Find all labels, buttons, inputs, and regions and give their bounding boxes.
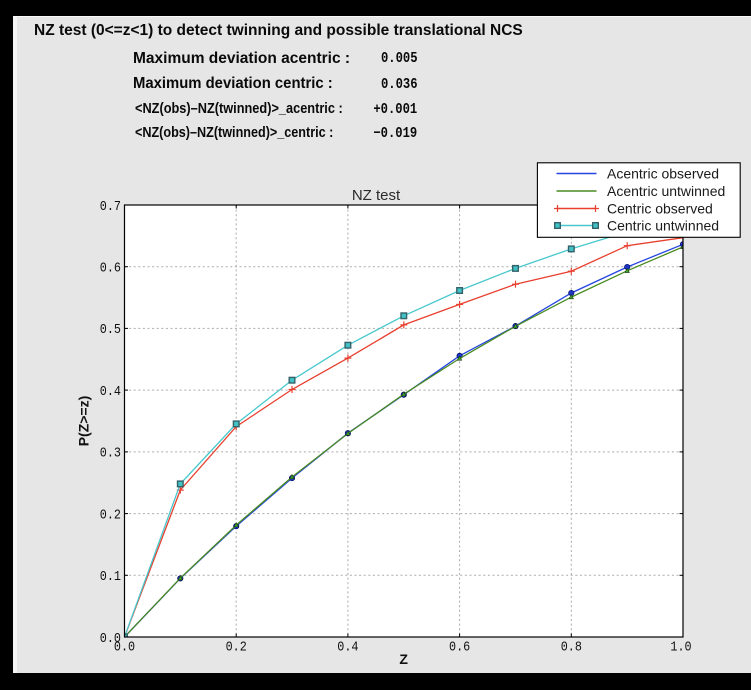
- svg-text:0.7: 0.7: [100, 199, 121, 215]
- svg-text:Centric untwinned: Centric untwinned: [607, 218, 719, 234]
- svg-text:P(Z>=z): P(Z>=z): [76, 396, 92, 447]
- svg-text:0.0: 0.0: [114, 640, 135, 656]
- svg-text:0.4: 0.4: [337, 640, 358, 656]
- svg-text:0.8: 0.8: [561, 640, 582, 656]
- svg-text:Acentric untwinned: Acentric untwinned: [607, 183, 725, 199]
- svg-text:0.3: 0.3: [100, 446, 121, 462]
- svg-text:Centric observed: Centric observed: [607, 201, 713, 217]
- svg-text:NZ test: NZ test: [352, 187, 401, 204]
- svg-text:0.6: 0.6: [100, 261, 121, 277]
- svg-text:0.0: 0.0: [100, 631, 121, 647]
- svg-text:0.2: 0.2: [100, 507, 121, 523]
- svg-text:0.1: 0.1: [100, 569, 121, 585]
- svg-text:1.0: 1.0: [670, 640, 691, 656]
- svg-text:0.6: 0.6: [449, 640, 470, 656]
- svg-text:0.2: 0.2: [226, 640, 247, 656]
- svg-text:Acentric observed: Acentric observed: [607, 166, 719, 182]
- svg-text:0.5: 0.5: [100, 322, 121, 338]
- svg-text:0.4: 0.4: [100, 384, 121, 400]
- svg-text:Z: Z: [399, 651, 408, 667]
